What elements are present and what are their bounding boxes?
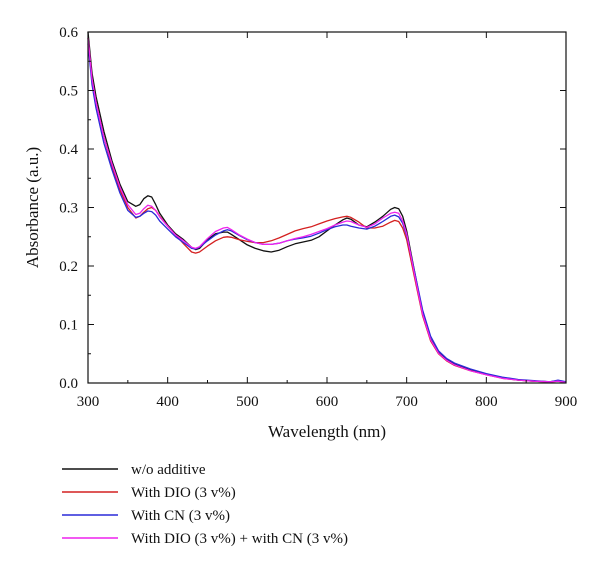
- x-tick-label: 700: [395, 394, 418, 410]
- y-tick-label: 0.1: [59, 318, 78, 334]
- y-axis-title: Absorbance (a.u.): [23, 147, 42, 268]
- legend-label-3: With CN (3 v%): [131, 508, 230, 524]
- series-line-2: [87, 37, 567, 384]
- x-tick-label: 900: [555, 394, 578, 410]
- plot-frame: [87, 31, 567, 384]
- legend-label-4: With DIO (3 v%) + with CN (3 v%): [131, 531, 348, 547]
- y-tick-label: 0.0: [59, 376, 78, 392]
- x-tick-label: 600: [316, 394, 339, 410]
- axis-ticks: 300 400 500 600 700 800 900 0.0 0.1 0.2 0.3 0.4 0.5 0…: [59, 25, 577, 410]
- legend: w/o additive With DIO (3 v%) With CN (3 v%…: [62, 462, 348, 547]
- y-tick-label: 0.2: [59, 259, 78, 275]
- series-line-1: [87, 31, 567, 384]
- x-tick-label: 500: [236, 394, 259, 410]
- y-tick-label: 0.3: [59, 201, 78, 217]
- series-line-4: [87, 37, 567, 384]
- y-tick-label: 0.5: [59, 84, 78, 100]
- series-lines: [87, 31, 567, 384]
- legend-label-1: w/o additive: [131, 462, 206, 478]
- x-tick-label: 400: [156, 394, 179, 410]
- y-tick-label: 0.6: [59, 25, 78, 41]
- y-tick-label: 0.4: [59, 142, 78, 158]
- x-tick-label: 800: [475, 394, 498, 410]
- legend-label-2: With DIO (3 v%): [131, 485, 236, 501]
- x-axis-title: Wavelength (nm): [268, 422, 386, 441]
- x-tick-label: 300: [77, 394, 100, 410]
